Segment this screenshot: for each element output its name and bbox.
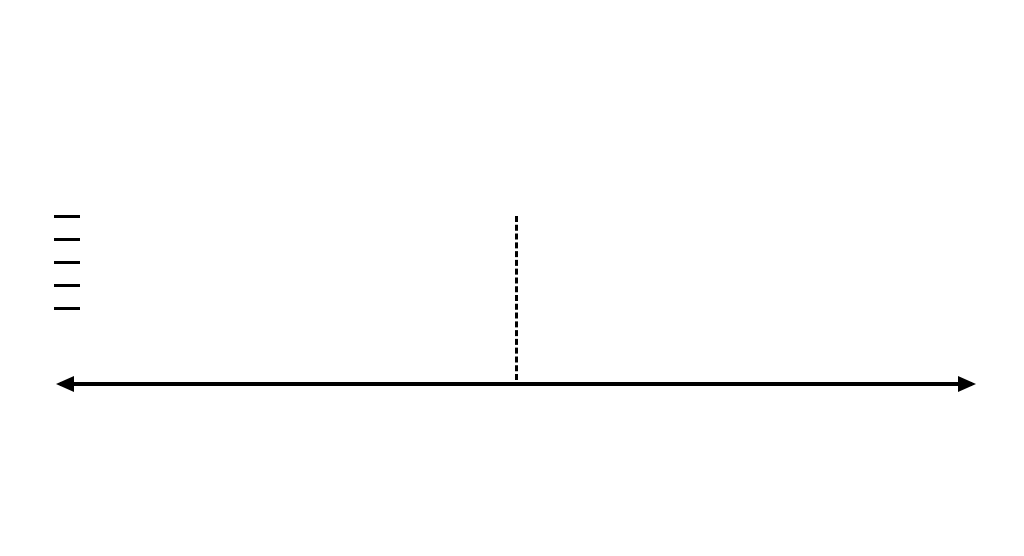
bottom-axis-line	[60, 382, 972, 386]
title-block	[0, 0, 1024, 18]
center-dashed-line	[515, 216, 518, 380]
axis-arrow-left-icon	[56, 376, 74, 392]
bottom-axis	[60, 374, 972, 402]
signal-level-ticks	[54, 215, 80, 330]
frequency-scale	[85, 132, 947, 192]
axis-arrow-right-icon	[958, 376, 976, 392]
